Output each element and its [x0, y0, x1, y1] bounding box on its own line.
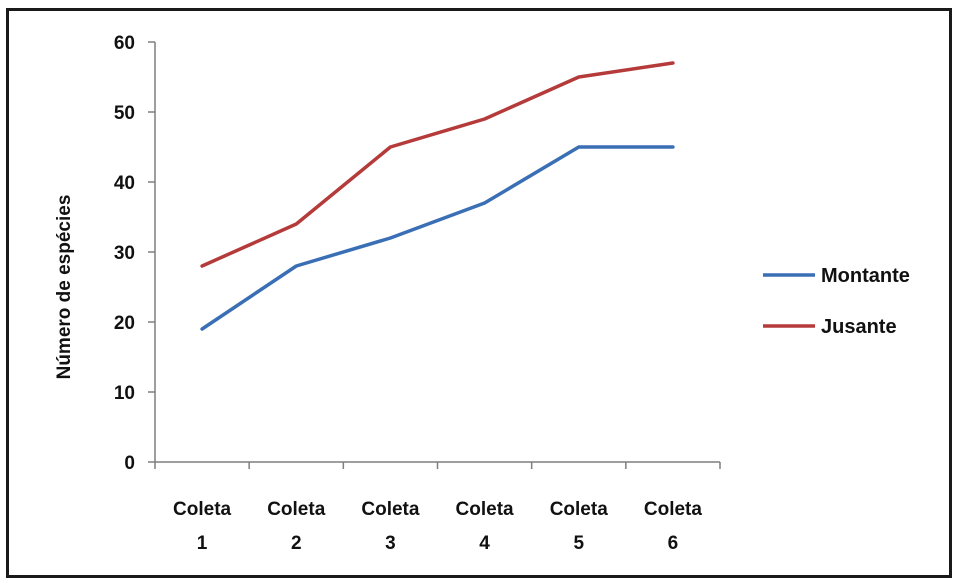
y-tick-label: 40	[114, 173, 135, 194]
y-tick-label: 60	[114, 33, 135, 54]
legend-label-montante: Montante	[821, 265, 910, 287]
x-tick-label: Coleta 5	[550, 499, 609, 554]
x-tick-label: Coleta 6	[644, 499, 703, 554]
series-line-jusante	[200, 61, 675, 268]
chart-frame	[6, 8, 952, 578]
x-tick-label: Coleta 4	[456, 499, 515, 554]
y-tick-label: 30	[114, 243, 135, 264]
y-tick-label: 10	[114, 383, 135, 404]
x-tick-label: Coleta 3	[361, 499, 420, 554]
y-axis-title: Número de espécies	[54, 195, 75, 380]
y-tick-label: 50	[114, 103, 135, 124]
x-tick-label: Coleta 1	[173, 499, 232, 554]
legend: Montante Jusante	[763, 265, 910, 338]
legend-label-jusante: Jusante	[821, 316, 897, 338]
y-tick-label: 0	[124, 453, 135, 474]
x-tick-label: Coleta 2	[267, 499, 326, 554]
y-tick-label: 20	[114, 313, 135, 334]
series-line-montante	[200, 145, 675, 331]
axes: 0 10 20 30 40 50 60 Coleta 1 Coleta 2 Coleta 3 Coleta…	[114, 33, 721, 554]
series-layer	[200, 61, 675, 331]
